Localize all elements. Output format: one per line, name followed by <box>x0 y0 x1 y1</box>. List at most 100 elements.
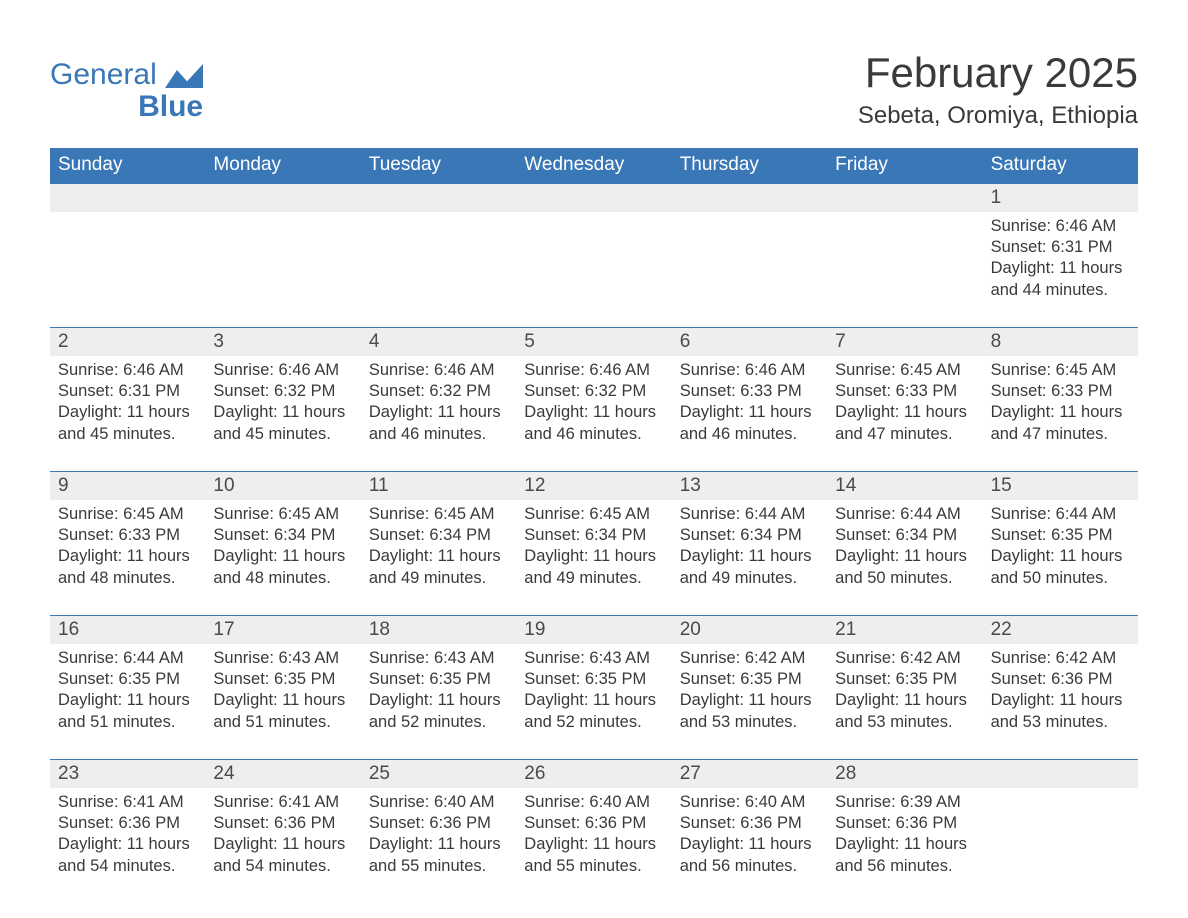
weekday-header: Friday <box>827 148 982 184</box>
calendar-page: General Blue February 2025 Sebeta, Oromi… <box>0 0 1188 918</box>
sunrise-text: Sunrise: 6:43 AM <box>524 648 663 669</box>
daylight-text: Daylight: 11 hours and 47 minutes. <box>835 402 974 444</box>
day-cell <box>672 212 827 327</box>
day-cell: Sunrise: 6:41 AMSunset: 6:36 PMDaylight:… <box>50 788 205 903</box>
day-number: 24 <box>205 760 360 788</box>
sunset-text: Sunset: 6:34 PM <box>524 525 663 546</box>
daylight-text: Daylight: 11 hours and 56 minutes. <box>835 834 974 876</box>
day-cell: Sunrise: 6:46 AMSunset: 6:32 PMDaylight:… <box>516 356 671 471</box>
title-block: February 2025 Sebeta, Oromiya, Ethiopia <box>858 50 1138 130</box>
sunrise-text: Sunrise: 6:45 AM <box>369 504 508 525</box>
day-number: 8 <box>983 328 1138 356</box>
day-cell: Sunrise: 6:45 AMSunset: 6:33 PMDaylight:… <box>50 500 205 615</box>
brand-line1: General <box>50 58 157 91</box>
sunrise-text: Sunrise: 6:44 AM <box>991 504 1130 525</box>
sunset-text: Sunset: 6:35 PM <box>991 525 1130 546</box>
daylight-text: Daylight: 11 hours and 55 minutes. <box>369 834 508 876</box>
day-cell: Sunrise: 6:39 AMSunset: 6:36 PMDaylight:… <box>827 788 982 903</box>
day-number: 21 <box>827 616 982 644</box>
daylight-text: Daylight: 11 hours and 49 minutes. <box>369 546 508 588</box>
day-cell: Sunrise: 6:40 AMSunset: 6:36 PMDaylight:… <box>672 788 827 903</box>
sunset-text: Sunset: 6:36 PM <box>213 813 352 834</box>
sunrise-text: Sunrise: 6:42 AM <box>835 648 974 669</box>
daylight-text: Daylight: 11 hours and 52 minutes. <box>369 690 508 732</box>
daylight-text: Daylight: 11 hours and 44 minutes. <box>991 258 1130 300</box>
weeks-container: 1 Sunrise: 6:46 AMSunset: 6:31 PMDaylight… <box>50 184 1138 903</box>
sunset-text: Sunset: 6:32 PM <box>524 381 663 402</box>
sunrise-text: Sunrise: 6:41 AM <box>213 792 352 813</box>
day-number-row: 232425262728 <box>50 760 1138 788</box>
calendar-week: 16171819202122Sunrise: 6:44 AMSunset: 6:… <box>50 615 1138 759</box>
daylight-text: Daylight: 11 hours and 56 minutes. <box>680 834 819 876</box>
daylight-text: Daylight: 11 hours and 53 minutes. <box>835 690 974 732</box>
daylight-text: Daylight: 11 hours and 53 minutes. <box>680 690 819 732</box>
weekday-header: Wednesday <box>516 148 671 184</box>
header: General Blue February 2025 Sebeta, Oromi… <box>50 50 1138 130</box>
daylight-text: Daylight: 11 hours and 46 minutes. <box>524 402 663 444</box>
day-cell: Sunrise: 6:43 AMSunset: 6:35 PMDaylight:… <box>361 644 516 759</box>
sunset-text: Sunset: 6:35 PM <box>213 669 352 690</box>
daylight-text: Daylight: 11 hours and 54 minutes. <box>58 834 197 876</box>
day-cell <box>827 212 982 327</box>
day-cell <box>50 212 205 327</box>
day-number: 12 <box>516 472 671 500</box>
sunrise-text: Sunrise: 6:43 AM <box>213 648 352 669</box>
day-number-row: 16171819202122 <box>50 616 1138 644</box>
day-number: 11 <box>361 472 516 500</box>
day-number: 4 <box>361 328 516 356</box>
sunset-text: Sunset: 6:34 PM <box>835 525 974 546</box>
day-number: 5 <box>516 328 671 356</box>
day-number: 17 <box>205 616 360 644</box>
daylight-text: Daylight: 11 hours and 45 minutes. <box>58 402 197 444</box>
daylight-text: Daylight: 11 hours and 51 minutes. <box>58 690 197 732</box>
day-number: 1 <box>983 184 1138 212</box>
sunset-text: Sunset: 6:35 PM <box>369 669 508 690</box>
day-cell: Sunrise: 6:44 AMSunset: 6:35 PMDaylight:… <box>983 500 1138 615</box>
weekday-header: Saturday <box>983 148 1138 184</box>
day-cell <box>361 212 516 327</box>
day-number: 2 <box>50 328 205 356</box>
day-number: 14 <box>827 472 982 500</box>
sunset-text: Sunset: 6:32 PM <box>369 381 508 402</box>
weekday-header-row: SundayMondayTuesdayWednesdayThursdayFrid… <box>50 148 1138 184</box>
day-cell: Sunrise: 6:45 AMSunset: 6:33 PMDaylight:… <box>983 356 1138 471</box>
daylight-text: Daylight: 11 hours and 50 minutes. <box>991 546 1130 588</box>
day-cell <box>205 212 360 327</box>
day-cell: Sunrise: 6:45 AMSunset: 6:34 PMDaylight:… <box>516 500 671 615</box>
day-number: 22 <box>983 616 1138 644</box>
day-number <box>827 184 982 212</box>
sunrise-text: Sunrise: 6:45 AM <box>58 504 197 525</box>
sunset-text: Sunset: 6:36 PM <box>680 813 819 834</box>
daylight-text: Daylight: 11 hours and 48 minutes. <box>58 546 197 588</box>
sunset-text: Sunset: 6:36 PM <box>58 813 197 834</box>
day-number: 10 <box>205 472 360 500</box>
sunset-text: Sunset: 6:33 PM <box>680 381 819 402</box>
sunset-text: Sunset: 6:35 PM <box>680 669 819 690</box>
day-number <box>516 184 671 212</box>
sunset-text: Sunset: 6:33 PM <box>991 381 1130 402</box>
calendar-week: 232425262728Sunrise: 6:41 AMSunset: 6:36… <box>50 759 1138 903</box>
day-cell: Sunrise: 6:41 AMSunset: 6:36 PMDaylight:… <box>205 788 360 903</box>
sunrise-text: Sunrise: 6:46 AM <box>680 360 819 381</box>
sunrise-text: Sunrise: 6:46 AM <box>524 360 663 381</box>
day-number: 7 <box>827 328 982 356</box>
day-cell: Sunrise: 6:44 AMSunset: 6:34 PMDaylight:… <box>827 500 982 615</box>
day-cell: Sunrise: 6:45 AMSunset: 6:34 PMDaylight:… <box>205 500 360 615</box>
sunrise-text: Sunrise: 6:45 AM <box>835 360 974 381</box>
day-cell <box>516 212 671 327</box>
daylight-text: Daylight: 11 hours and 49 minutes. <box>680 546 819 588</box>
calendar-week: 9101112131415Sunrise: 6:45 AMSunset: 6:3… <box>50 471 1138 615</box>
daylight-text: Daylight: 11 hours and 46 minutes. <box>369 402 508 444</box>
sunset-text: Sunset: 6:33 PM <box>835 381 974 402</box>
daylight-text: Daylight: 11 hours and 55 minutes. <box>524 834 663 876</box>
day-number <box>205 184 360 212</box>
day-cell: Sunrise: 6:46 AMSunset: 6:31 PMDaylight:… <box>50 356 205 471</box>
sunrise-text: Sunrise: 6:45 AM <box>991 360 1130 381</box>
sunrise-text: Sunrise: 6:40 AM <box>680 792 819 813</box>
day-number: 15 <box>983 472 1138 500</box>
daylight-text: Daylight: 11 hours and 49 minutes. <box>524 546 663 588</box>
daylight-text: Daylight: 11 hours and 50 minutes. <box>835 546 974 588</box>
calendar-grid: SundayMondayTuesdayWednesdayThursdayFrid… <box>50 148 1138 903</box>
day-number: 19 <box>516 616 671 644</box>
weekday-header: Thursday <box>672 148 827 184</box>
